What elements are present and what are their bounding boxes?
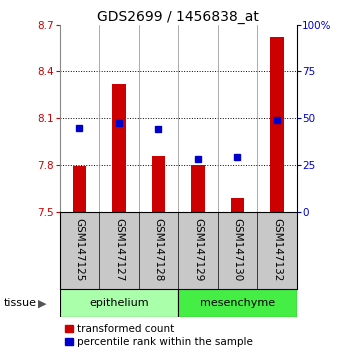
Bar <box>270 37 284 212</box>
Bar <box>60 289 178 318</box>
Text: epithelium: epithelium <box>89 298 149 308</box>
Text: GSM147128: GSM147128 <box>153 218 163 281</box>
Text: tissue: tissue <box>3 298 36 308</box>
Text: GSM147130: GSM147130 <box>233 218 242 281</box>
Bar <box>151 155 165 212</box>
Bar <box>178 289 297 318</box>
Legend: transformed count, percentile rank within the sample: transformed count, percentile rank withi… <box>65 324 253 347</box>
Bar <box>112 84 126 212</box>
Bar <box>191 165 205 212</box>
Title: GDS2699 / 1456838_at: GDS2699 / 1456838_at <box>97 10 259 24</box>
Text: GSM147125: GSM147125 <box>74 218 85 281</box>
Text: mesenchyme: mesenchyme <box>200 298 275 308</box>
Text: ▶: ▶ <box>39 298 47 308</box>
Text: GSM147129: GSM147129 <box>193 218 203 281</box>
Bar <box>231 198 244 212</box>
Text: GSM147127: GSM147127 <box>114 218 124 281</box>
Bar <box>73 166 86 212</box>
Text: GSM147132: GSM147132 <box>272 218 282 281</box>
